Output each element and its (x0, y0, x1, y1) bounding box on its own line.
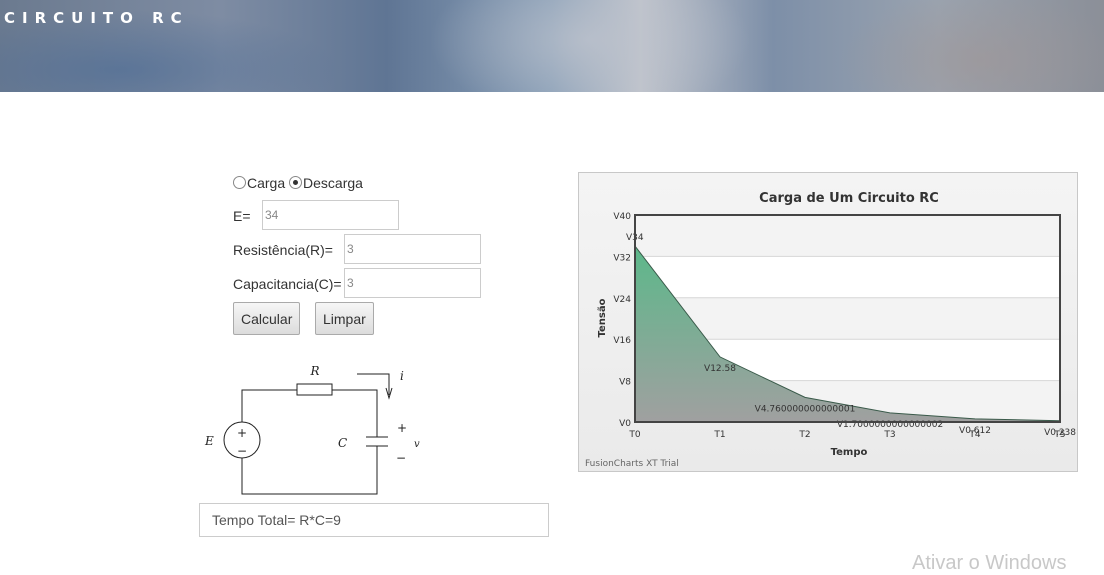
page-title: CIRCUITO RC (4, 9, 189, 27)
label-v: v (414, 439, 420, 450)
calculate-button[interactable]: Calcular (233, 302, 301, 335)
rc-circuit-diagram: R i E C v + − + − (204, 364, 420, 495)
area-series (635, 246, 1060, 422)
resistor-symbol (296, 383, 333, 396)
current-arrow-head (385, 387, 393, 400)
e-label: E= (233, 208, 251, 224)
y-tick-label: V16 (613, 336, 631, 346)
y-tick-label: V24 (613, 295, 631, 305)
c-label: Capacitancia(C)= (233, 276, 342, 292)
wire-bottom (241, 446, 378, 495)
series-line (634, 245, 1061, 422)
label-i: i (400, 369, 404, 383)
radio-carga-label[interactable]: Carga (247, 175, 286, 191)
total-time-output: Tempo Total= R*C=9 (199, 503, 549, 537)
grid-band (635, 297, 1060, 340)
grid-band (635, 215, 1060, 257)
wire-top-left (241, 389, 297, 422)
data-label: V4.760000000000001 (755, 404, 856, 414)
radio-descarga[interactable] (289, 176, 303, 189)
chart-footer: FusionCharts XT Trial (585, 459, 679, 469)
x-tick-label: T0 (628, 430, 640, 440)
y-tick-label: V0 (619, 419, 631, 429)
data-label: V0.612 (959, 426, 991, 436)
y-tick-label: V40 (613, 212, 631, 222)
c-input[interactable] (344, 268, 481, 298)
plot-border (634, 214, 1061, 423)
e-input[interactable] (262, 200, 399, 230)
y-tick-label: V8 (619, 378, 631, 388)
x-tick-label: T1 (713, 430, 725, 440)
data-label: V12.58 (704, 364, 736, 374)
windows-activation-watermark: Ativar o Windows (912, 552, 1067, 574)
wire-top-right (332, 389, 378, 437)
source-minus: − (237, 444, 247, 458)
clear-button[interactable]: Limpar (315, 302, 374, 335)
header-banner: CIRCUITO RC (0, 0, 1104, 92)
chart-panel: Carga de Um Circuito RC V0 V8 V16 V24 V32 V40… (578, 172, 1078, 472)
r-label: Resistência(R)= (233, 242, 333, 258)
radio-descarga-label[interactable]: Descarga (303, 175, 363, 191)
label-c: C (338, 436, 347, 450)
y-axis-label: Tensão (597, 298, 608, 337)
chart-title: Carga de Um Circuito RC (759, 191, 939, 206)
label-r: R (309, 364, 319, 378)
data-label: V0.238 (1044, 428, 1076, 438)
x-tick-label: T4 (968, 430, 980, 440)
cap-plus: + (397, 421, 407, 435)
x-tick-label: T5 (1053, 430, 1065, 440)
y-tick-label: V32 (613, 253, 631, 263)
x-tick-label: T3 (883, 430, 895, 440)
voltage-chart: Carga de Um Circuito RC V0 V8 V16 V24 V32 V40… (585, 191, 1076, 469)
radio-carga[interactable] (233, 176, 246, 189)
voltage-source-symbol (223, 421, 261, 459)
data-label: V1.7000000000000002 (837, 420, 943, 430)
mode-radio-group: Carga Descarga (233, 175, 363, 191)
current-arrow-line (357, 373, 390, 395)
x-tick-label: T2 (798, 430, 810, 440)
label-e: E (204, 434, 214, 448)
cap-minus: − (396, 451, 406, 465)
x-axis-label: Tempo (831, 447, 868, 458)
r-input[interactable] (344, 234, 481, 264)
source-plus: + (237, 426, 247, 440)
